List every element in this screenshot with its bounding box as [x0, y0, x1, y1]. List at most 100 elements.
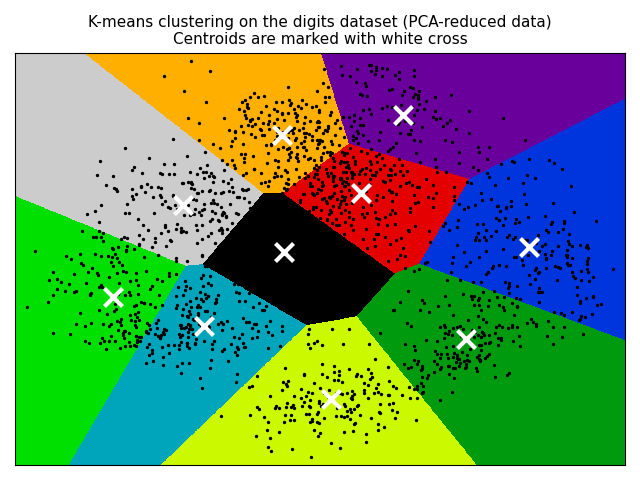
Point: [87, 264, 97, 272]
Point: [206, 169, 216, 177]
Point: [283, 377, 293, 384]
Point: [314, 123, 324, 131]
Point: [391, 190, 401, 198]
Point: [403, 288, 413, 295]
Point: [417, 373, 427, 381]
Point: [144, 154, 154, 162]
Point: [244, 318, 254, 326]
Point: [357, 165, 367, 173]
Point: [362, 149, 372, 156]
Point: [185, 297, 195, 304]
Point: [121, 248, 131, 255]
Point: [236, 150, 246, 158]
Point: [210, 209, 220, 216]
Point: [244, 289, 254, 297]
Point: [351, 372, 361, 380]
Point: [296, 226, 306, 234]
Point: [120, 209, 131, 216]
Point: [344, 186, 354, 194]
Point: [241, 114, 251, 122]
Point: [180, 286, 190, 294]
Point: [258, 119, 268, 127]
Point: [219, 114, 229, 122]
Point: [588, 273, 598, 281]
Point: [95, 233, 106, 240]
Point: [309, 191, 319, 198]
Point: [384, 86, 394, 94]
Point: [163, 203, 173, 211]
Point: [300, 129, 310, 136]
Point: [213, 291, 223, 299]
Point: [227, 156, 237, 164]
Point: [428, 113, 438, 120]
Point: [65, 330, 76, 337]
Point: [389, 161, 399, 169]
Point: [404, 227, 415, 235]
Point: [339, 429, 349, 436]
Point: [273, 163, 283, 170]
Point: [230, 165, 240, 172]
Point: [150, 319, 161, 327]
Point: [332, 404, 342, 411]
Point: [148, 209, 159, 216]
Point: [177, 227, 188, 235]
Point: [209, 309, 220, 316]
Point: [249, 89, 259, 97]
Point: [444, 370, 454, 377]
Point: [511, 302, 522, 310]
Point: [239, 155, 249, 162]
Point: [534, 268, 545, 276]
Point: [284, 240, 294, 248]
Point: [335, 209, 346, 216]
Point: [230, 128, 240, 135]
Point: [388, 306, 399, 313]
Point: [264, 195, 275, 203]
Point: [131, 333, 141, 340]
Point: [285, 101, 295, 108]
Point: [340, 182, 351, 190]
Point: [501, 263, 511, 270]
Point: [459, 337, 469, 345]
Point: [580, 244, 591, 252]
Point: [448, 311, 458, 319]
Point: [216, 318, 227, 326]
Point: [360, 192, 371, 200]
Point: [277, 190, 287, 197]
Point: [344, 208, 354, 216]
Point: [241, 169, 252, 177]
Point: [472, 367, 483, 375]
Point: [238, 129, 248, 136]
Point: [186, 184, 196, 192]
Point: [371, 64, 381, 72]
Point: [402, 167, 412, 175]
Point: [390, 414, 400, 421]
Point: [370, 356, 380, 363]
Point: [303, 340, 313, 348]
Point: [450, 364, 460, 372]
Point: [263, 182, 273, 190]
Point: [219, 166, 229, 174]
Point: [409, 342, 419, 350]
Point: [319, 415, 329, 422]
Point: [157, 343, 167, 350]
Point: [132, 336, 142, 343]
Point: [474, 253, 484, 261]
Point: [207, 172, 218, 180]
Point: [362, 209, 372, 217]
Point: [325, 194, 335, 202]
Point: [291, 309, 301, 317]
Point: [428, 194, 438, 202]
Point: [101, 181, 111, 189]
Point: [216, 210, 227, 218]
Point: [271, 98, 281, 106]
Point: [141, 327, 151, 335]
Point: [278, 143, 289, 151]
Point: [449, 374, 460, 382]
Point: [582, 260, 592, 267]
Point: [269, 169, 280, 177]
Point: [297, 244, 307, 252]
Point: [451, 324, 461, 331]
Point: [298, 208, 308, 216]
Point: [133, 290, 143, 298]
Point: [464, 129, 474, 136]
